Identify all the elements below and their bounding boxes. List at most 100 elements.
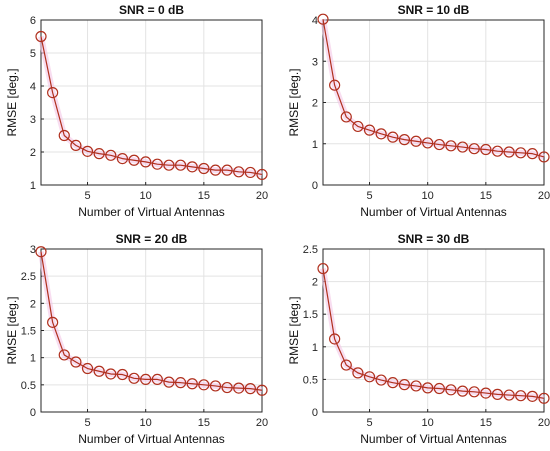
data-point bbox=[70, 356, 82, 368]
data-point bbox=[340, 111, 352, 123]
y-tick-label: 3 bbox=[30, 114, 36, 126]
chart-title: SNR = 20 dB bbox=[116, 232, 188, 246]
chart-title: SNR = 0 dB bbox=[119, 3, 184, 17]
x-axis-label: Number of Virtual Antennas bbox=[360, 432, 507, 446]
data-point bbox=[186, 378, 198, 390]
data-point bbox=[445, 140, 457, 152]
x-tick-label: 20 bbox=[256, 190, 268, 202]
data-point bbox=[352, 367, 364, 379]
data-point bbox=[233, 382, 245, 394]
data-point bbox=[58, 349, 70, 361]
y-tick-label: 2 bbox=[30, 298, 36, 310]
data-point bbox=[491, 388, 504, 400]
x-tick-label: 15 bbox=[198, 417, 210, 429]
x-tick-label: 5 bbox=[366, 417, 372, 429]
data-point bbox=[456, 141, 469, 153]
data-point bbox=[70, 139, 82, 151]
y-axis-label: RMSE [deg.] bbox=[287, 296, 301, 364]
data-point bbox=[468, 386, 480, 398]
chart-panel: 5 10 15 20 0 1 2 3 4 SNR = 10 dB Number of Virtual… bbox=[287, 3, 550, 219]
data-point bbox=[128, 372, 140, 384]
data-point bbox=[244, 383, 256, 395]
y-tick-label: 1 bbox=[30, 353, 36, 365]
data-point bbox=[256, 384, 268, 396]
y-tick-label: 1 bbox=[312, 342, 318, 354]
data-point bbox=[58, 129, 70, 142]
x-axis-label: Number of Virtual Antennas bbox=[360, 205, 507, 219]
data-point bbox=[128, 154, 140, 166]
data-point bbox=[221, 381, 233, 394]
data-point bbox=[81, 145, 94, 157]
data-point bbox=[140, 373, 152, 385]
chart-title: SNR = 30 dB bbox=[398, 232, 470, 246]
y-tick-label: 0 bbox=[312, 407, 318, 419]
x-tick-label: 10 bbox=[140, 190, 152, 202]
data-point bbox=[163, 159, 175, 171]
data-point bbox=[503, 146, 515, 158]
x-axis-label: Number of Virtual Antennas bbox=[78, 432, 225, 446]
data-point bbox=[363, 124, 376, 136]
y-tick-label: 2.5 bbox=[21, 271, 36, 283]
y-tick-label: 1 bbox=[30, 180, 36, 192]
x-tick-label: 15 bbox=[198, 190, 210, 202]
data-point bbox=[398, 134, 411, 146]
data-point bbox=[526, 390, 538, 402]
data-point bbox=[538, 151, 550, 163]
y-axis-label: RMSE [deg.] bbox=[5, 296, 19, 364]
data-point bbox=[317, 262, 329, 275]
y-axis-label: RMSE [deg.] bbox=[287, 68, 301, 136]
data-point bbox=[387, 131, 399, 143]
axes-frame bbox=[40, 19, 263, 186]
data-point bbox=[209, 164, 222, 176]
data-point bbox=[329, 79, 341, 91]
x-tick-label: 20 bbox=[538, 417, 550, 429]
data-point bbox=[140, 156, 152, 168]
data-point bbox=[410, 135, 422, 147]
y-axis-label: RMSE [deg.] bbox=[5, 68, 19, 136]
y-tick-label: 3 bbox=[312, 56, 318, 68]
data-point bbox=[151, 373, 163, 385]
data-point bbox=[375, 374, 387, 386]
series-line bbox=[40, 36, 263, 176]
x-tick-label: 10 bbox=[140, 417, 152, 429]
data-point bbox=[105, 149, 117, 161]
data-point bbox=[93, 365, 105, 377]
y-tick-label: 2 bbox=[312, 98, 318, 110]
data-point bbox=[329, 333, 341, 345]
x-tick-label: 10 bbox=[422, 190, 434, 202]
data-point bbox=[256, 168, 268, 181]
data-point bbox=[352, 120, 364, 133]
data-point bbox=[244, 166, 256, 179]
y-tick-label: 0.5 bbox=[303, 374, 318, 386]
data-point bbox=[375, 128, 387, 140]
data-point bbox=[538, 392, 550, 404]
plot-area bbox=[41, 20, 262, 185]
data-point bbox=[515, 390, 527, 402]
data-point bbox=[445, 384, 457, 396]
data-point bbox=[317, 13, 329, 25]
data-point bbox=[398, 379, 411, 391]
x-tick-label: 5 bbox=[84, 190, 90, 202]
x-tick-label: 20 bbox=[538, 190, 550, 202]
data-point bbox=[174, 377, 187, 389]
data-point bbox=[221, 164, 233, 176]
data-point bbox=[363, 371, 376, 383]
chart-panel: 5 10 15 20 0 0.5 1 1.5 2 2.5 SNR = 30 dB Number of … bbox=[287, 232, 550, 446]
data-point bbox=[515, 147, 527, 159]
y-tick-label: 3 bbox=[30, 244, 36, 256]
data-point bbox=[151, 158, 163, 170]
data-point bbox=[35, 30, 47, 43]
series-line bbox=[322, 268, 545, 399]
chart-title: SNR = 10 dB bbox=[398, 3, 470, 17]
x-tick-label: 5 bbox=[84, 417, 90, 429]
series-line bbox=[40, 251, 263, 391]
y-tick-label: 6 bbox=[30, 15, 36, 27]
y-tick-label: 5 bbox=[30, 48, 36, 60]
chart-panel: 5 10 15 20 0 0.5 1 1.5 2 2.5 3 SNR = 20 dB Number of… bbox=[5, 232, 268, 446]
x-tick-label: 10 bbox=[422, 417, 434, 429]
data-point bbox=[480, 387, 492, 399]
series-line bbox=[322, 19, 545, 158]
data-point bbox=[198, 379, 210, 391]
x-tick-label: 15 bbox=[480, 190, 492, 202]
